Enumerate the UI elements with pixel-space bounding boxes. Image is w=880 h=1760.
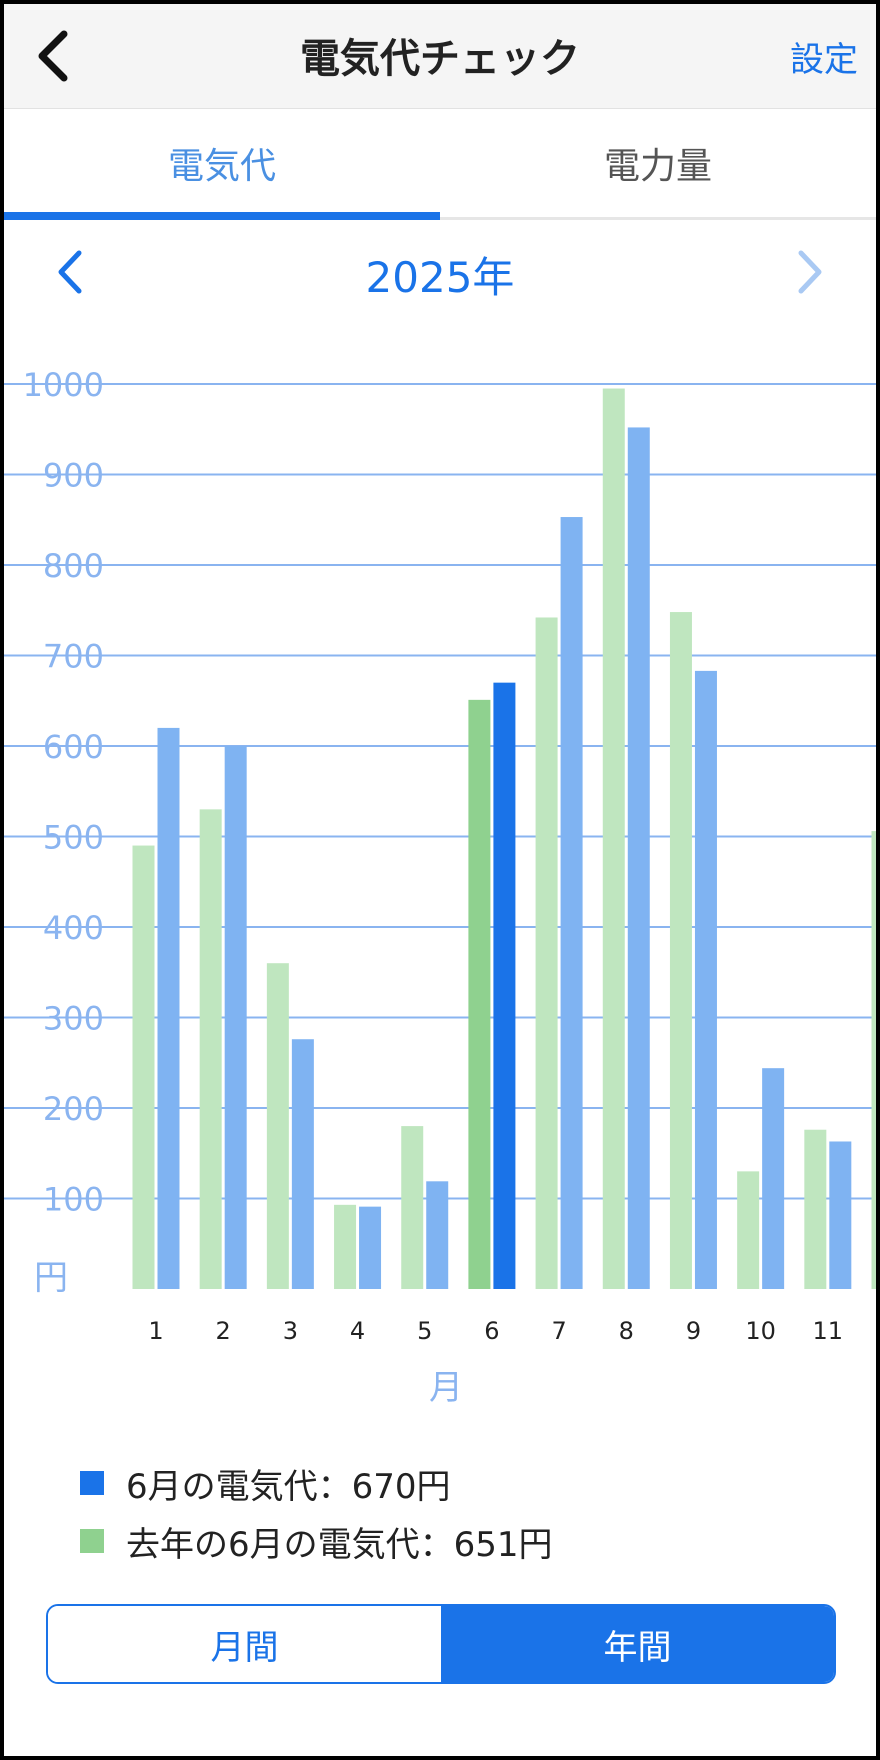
tab-power-usage[interactable]: 電力量 <box>440 109 876 217</box>
tab-label: 電気代 <box>167 146 276 187</box>
legend-row-previous: 去年の6月の電気代：651円 <box>80 1512 553 1570</box>
bar-this-year <box>426 1181 449 1289</box>
x-tick-label: 6 <box>484 1317 499 1345</box>
legend-swatch-current <box>80 1471 104 1495</box>
legend-text-current: 6月の電気代：670円 <box>126 1466 451 1507</box>
x-axis-label: 月 <box>429 1368 463 1408</box>
legend: 6月の電気代：670円 去年の6月の電気代：651円 <box>80 1454 553 1570</box>
bar-this-year <box>224 746 247 1289</box>
bar-last-year <box>535 617 558 1289</box>
y-tick-label: 600 <box>43 728 104 766</box>
chart-svg: 100 200 300 400 500 600 700 800 900 1000 円 1 2 3 4 5 6 7 8… <box>4 366 876 1408</box>
bar-last-year <box>669 612 692 1289</box>
y-tick-label: 200 <box>43 1090 104 1128</box>
bar-this-year <box>829 1141 852 1289</box>
cost-bar-chart: 100 200 300 400 500 600 700 800 900 1000 円 1 2 3 4 5 6 7 8… <box>4 334 876 1444</box>
bar-last-year <box>401 1126 424 1289</box>
bar-last-year <box>132 845 155 1289</box>
bar-this-year <box>694 670 717 1289</box>
year-label: 2025年 <box>365 253 515 302</box>
tab-indicator <box>4 212 440 220</box>
bar-last-year <box>804 1129 827 1289</box>
x-tick-label: 5 <box>417 1317 432 1345</box>
bar-this-year <box>359 1206 382 1289</box>
x-tick-label: 7 <box>551 1317 566 1345</box>
chevron-right-icon <box>798 250 822 294</box>
settings-button[interactable]: 設定 <box>790 40 858 80</box>
monthly-button[interactable]: 月間 <box>48 1606 441 1682</box>
next-year-button[interactable] <box>780 240 840 304</box>
y-tick-label: 1000 <box>23 366 104 404</box>
tab-label: 電力量 <box>603 146 712 187</box>
tab-bar: 電気代 電力量 <box>4 109 876 220</box>
x-tick-label: 2 <box>216 1317 231 1345</box>
x-tick-label: 10 <box>745 1317 776 1345</box>
x-tick-label: 11 <box>813 1317 844 1345</box>
y-tick-label: 300 <box>43 1000 104 1038</box>
header-bar: 電気代チェック 設定 <box>4 4 876 109</box>
bar-last-year <box>468 699 491 1289</box>
bar-this-year <box>627 427 650 1289</box>
bar-this-year <box>762 1068 785 1289</box>
y-tick-label: 700 <box>43 638 104 676</box>
x-tick-label: 9 <box>686 1317 701 1345</box>
bar-this-year <box>560 517 583 1289</box>
y-tick-label: 100 <box>43 1181 104 1219</box>
bar-this-year <box>157 727 180 1289</box>
x-tick-label: 3 <box>283 1317 298 1345</box>
tab-electricity-cost[interactable]: 電気代 <box>4 109 440 217</box>
bar-last-year <box>334 1204 357 1289</box>
y-tick-label: 900 <box>43 457 104 495</box>
bar-last-year <box>199 809 222 1289</box>
legend-swatch-previous <box>80 1529 104 1553</box>
bar-last-year <box>871 831 876 1289</box>
legend-row-current: 6月の電気代：670円 <box>80 1454 553 1512</box>
x-tick-label: 1 <box>148 1317 163 1345</box>
back-button[interactable] <box>22 24 82 88</box>
chevron-left-icon <box>58 250 82 294</box>
y-tick-label: 500 <box>43 819 104 857</box>
legend-text-previous: 去年の6月の電気代：651円 <box>126 1524 553 1565</box>
bar-this-year <box>291 1039 314 1289</box>
bar-this-year <box>493 682 516 1289</box>
y-tick-label: 400 <box>43 909 104 947</box>
y-axis-label: 円 <box>34 1258 68 1298</box>
yearly-button[interactable]: 年間 <box>441 1606 834 1682</box>
app-screen: 電気代チェック 設定 電気代 電力量 2025年 100 200 300 400 500… <box>4 4 876 1756</box>
period-segmented-control: 月間 年間 <box>46 1604 836 1684</box>
x-tick-label: 4 <box>350 1317 365 1345</box>
y-tick-label: 800 <box>43 547 104 585</box>
chevron-left-icon <box>38 30 68 82</box>
page-title: 電気代チェック <box>300 36 580 82</box>
bar-last-year <box>602 388 625 1289</box>
year-navigator: 2025年 <box>4 234 876 314</box>
x-tick-label: 8 <box>619 1317 634 1345</box>
bar-last-year <box>266 963 289 1289</box>
prev-year-button[interactable] <box>40 240 100 304</box>
bar-last-year <box>737 1171 760 1289</box>
